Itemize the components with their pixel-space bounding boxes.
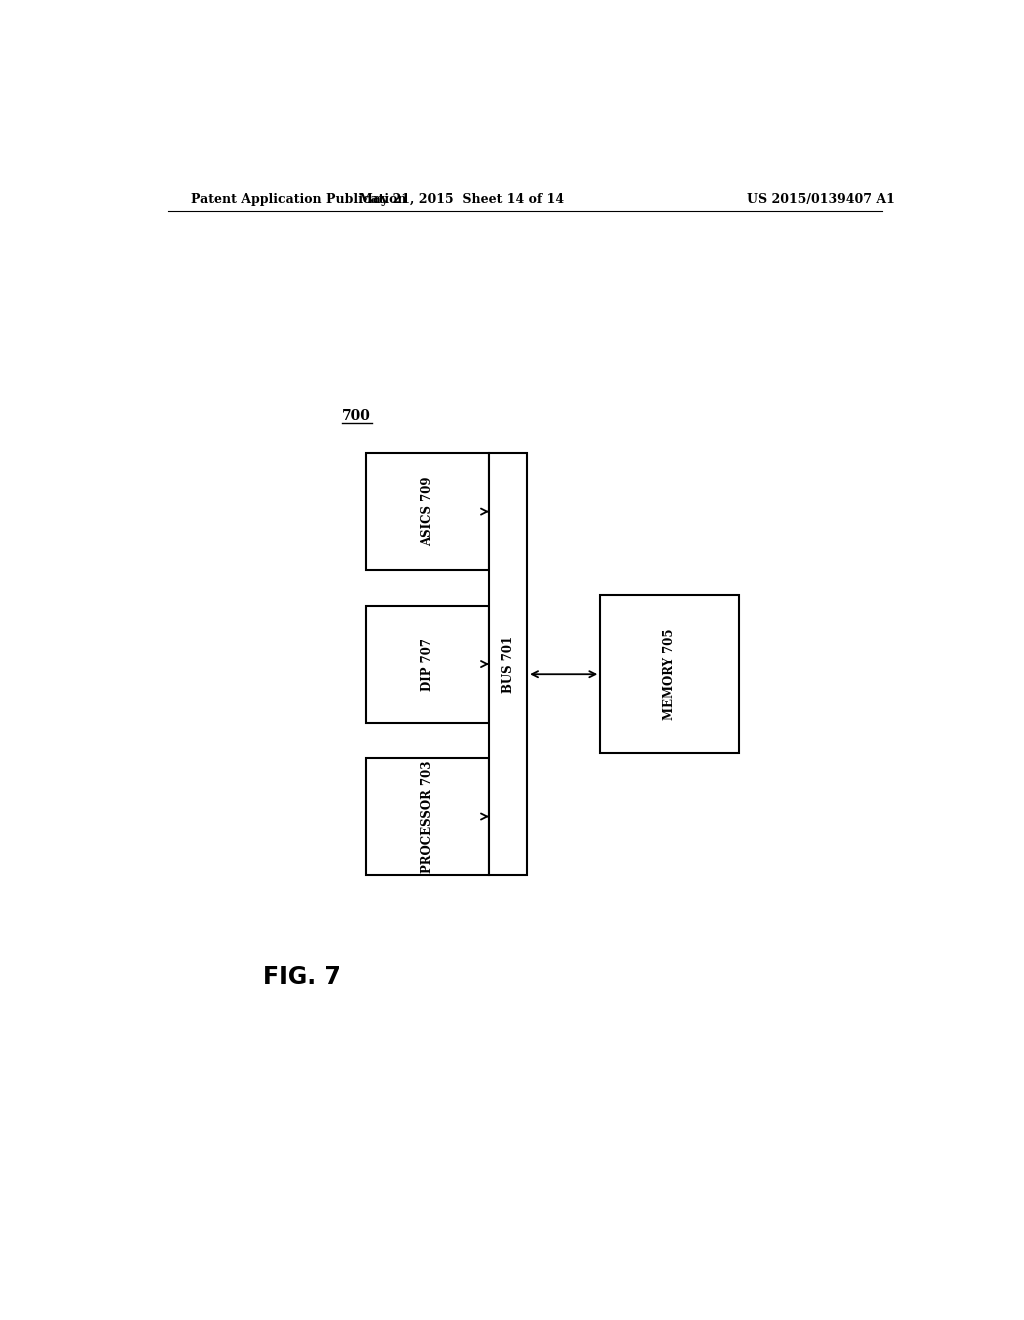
Text: BUS 701: BUS 701 — [502, 635, 515, 693]
Bar — [489, 453, 527, 875]
Bar — [367, 606, 489, 722]
Text: Patent Application Publication: Patent Application Publication — [191, 193, 407, 206]
Text: 700: 700 — [342, 409, 371, 422]
Text: DIP 707: DIP 707 — [421, 638, 434, 690]
Text: MEMORY 705: MEMORY 705 — [664, 628, 676, 719]
Text: May 21, 2015  Sheet 14 of 14: May 21, 2015 Sheet 14 of 14 — [358, 193, 564, 206]
Text: FIG. 7: FIG. 7 — [263, 965, 341, 989]
Text: ASICS 709: ASICS 709 — [421, 477, 434, 546]
Text: PROCESSOR 703: PROCESSOR 703 — [421, 760, 434, 873]
Bar — [367, 758, 489, 875]
Bar — [367, 453, 489, 570]
Bar — [600, 595, 739, 752]
Text: US 2015/0139407 A1: US 2015/0139407 A1 — [748, 193, 895, 206]
